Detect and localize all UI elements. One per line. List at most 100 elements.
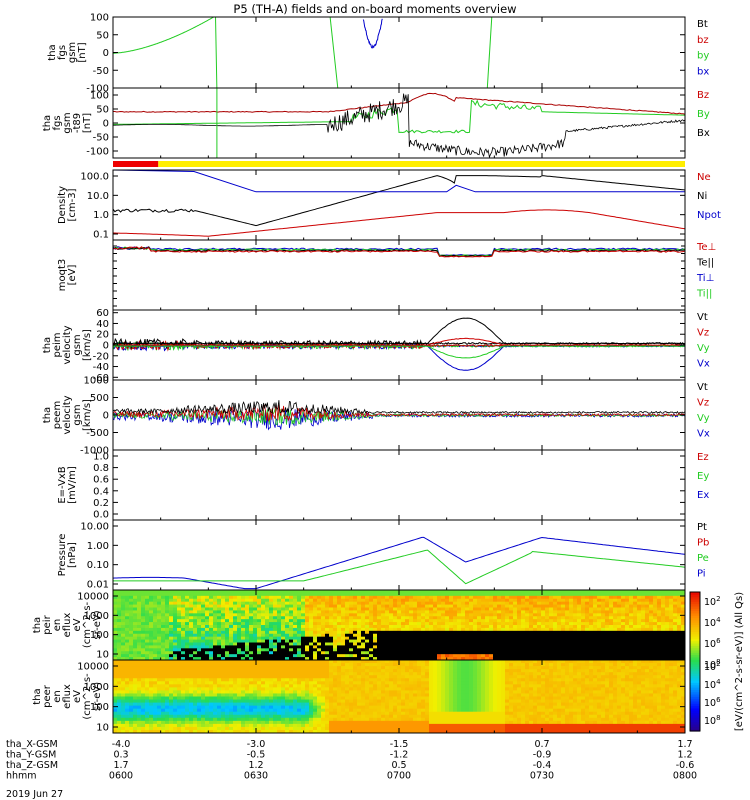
spectrogram-cell: [153, 625, 158, 629]
spectrogram-cell: [509, 610, 514, 614]
spectrogram-cell: [257, 681, 262, 685]
spectrogram-cell: [605, 636, 610, 641]
y-tick-label: 10: [96, 650, 109, 661]
spectrogram-cell: [161, 672, 166, 676]
spectrogram-cell: [413, 610, 418, 614]
spectrogram-cell: [141, 657, 146, 660]
spectrogram-cell: [369, 619, 374, 623]
spectrogram-cell: [193, 705, 198, 710]
spectrogram-cell: [405, 590, 410, 594]
spectrogram-cell: [233, 705, 238, 710]
spectrogram-cell: [153, 616, 158, 620]
spectrogram-cell: [117, 610, 122, 614]
spectrogram-cell: [205, 705, 210, 710]
y-tick-label: 0: [103, 119, 109, 130]
spectrogram-cell: [201, 663, 206, 667]
spectrogram-cell: [605, 651, 610, 655]
spectrogram-cell: [493, 636, 498, 641]
spectrogram-cell: [433, 616, 438, 620]
spectrogram-cell: [301, 714, 306, 719]
spectrogram-cell: [625, 622, 630, 626]
spectrogram-cell: [233, 619, 238, 623]
spectrogram-cell: [217, 595, 222, 600]
spectrogram-cell: [157, 693, 162, 698]
spectrogram-cell: [197, 604, 202, 609]
y-axis-label: gsm: [62, 112, 73, 133]
spectrogram-cell: [277, 645, 282, 649]
spectrogram-cell: [161, 645, 166, 649]
spectrogram-cell: [257, 663, 262, 667]
spectrogram-cell: [253, 663, 258, 667]
spectrogram-cell: [513, 627, 518, 632]
spectrogram-cell: [665, 633, 670, 638]
spectrogram-cell: [221, 714, 226, 719]
spectrogram-cell: [373, 604, 378, 609]
spectrogram-cell: [365, 630, 370, 635]
spectrogram-cell: [189, 598, 194, 603]
spectrogram-cell: [493, 633, 498, 638]
spectrogram-cell: [117, 663, 122, 667]
spectrogram-cell: [241, 642, 246, 647]
spectrogram-cell: [321, 598, 326, 603]
spectrogram-cell: [277, 696, 282, 701]
spectrogram-cell: [265, 699, 270, 704]
spectrogram-cell: [185, 645, 190, 649]
spectrogram-cell: [453, 604, 458, 609]
spectrogram-cell: [517, 625, 522, 629]
spectrogram-cell: [389, 642, 394, 647]
spectrogram-cell: [237, 607, 242, 612]
spectrogram-cell: [293, 630, 298, 635]
spectrogram-cell: [173, 595, 178, 600]
spectrogram-cell: [581, 610, 586, 614]
spectrogram-cell: [237, 720, 242, 725]
spectrogram-cell: [405, 627, 410, 632]
spectrogram-cell: [413, 601, 418, 606]
spectrogram-cell: [485, 630, 490, 635]
spectrogram-cell: [185, 592, 190, 597]
spectrogram-cell: [329, 630, 334, 635]
spectrogram-cell: [593, 642, 598, 647]
spectrogram-cell: [453, 622, 458, 626]
spectrogram-cell: [621, 622, 626, 626]
spectrogram-cell: [621, 607, 626, 612]
spectrogram-cell: [613, 657, 618, 660]
series-ne: [113, 209, 685, 237]
spectrogram-cell: [669, 601, 674, 606]
spectrogram-cell: [469, 616, 474, 620]
spectrogram-cell: [353, 622, 358, 626]
spectrogram-cell: [233, 663, 238, 667]
spectrogram-cell: [373, 616, 378, 620]
spectrogram-cell: [457, 604, 462, 609]
spectrogram-cell: [125, 720, 130, 725]
spectrogram-cell: [553, 651, 558, 655]
spectrogram-cell: [633, 604, 638, 609]
spectrogram-cell: [173, 690, 178, 695]
spectrogram-cell: [513, 592, 518, 597]
spectrogram-cell: [313, 595, 318, 600]
spectrogram-cell: [281, 601, 286, 606]
spectrogram-cell: [249, 630, 254, 635]
spectrogram-cell: [249, 613, 254, 617]
spectrogram-cell: [301, 592, 306, 597]
spectrogram-cell: [177, 610, 182, 614]
spectrogram-cell: [261, 595, 266, 600]
spectrogram-cell: [593, 616, 598, 620]
spectrogram-cell: [561, 654, 566, 658]
spectrogram-cell: [249, 636, 254, 641]
spectrogram-cell: [125, 610, 130, 614]
spectrogram-cell: [133, 699, 138, 704]
spectrogram-cell: [569, 625, 574, 629]
y-tick-label: 1000: [84, 611, 109, 622]
spectrogram-cell: [181, 696, 186, 701]
spectrogram-cell: [513, 590, 518, 594]
spectrogram-cell: [385, 651, 390, 655]
spectrogram-cell: [205, 702, 210, 707]
spectrogram-cell: [201, 645, 206, 649]
spectrogram-cell: [629, 601, 634, 606]
spectrogram-cell: [185, 607, 190, 612]
spectrogram-cell: [521, 622, 526, 626]
spectrogram-cell: [593, 645, 598, 649]
spectrogram-cell: [229, 625, 234, 629]
spectrogram-cell: [257, 666, 262, 670]
spectrogram-cell: [425, 590, 430, 594]
